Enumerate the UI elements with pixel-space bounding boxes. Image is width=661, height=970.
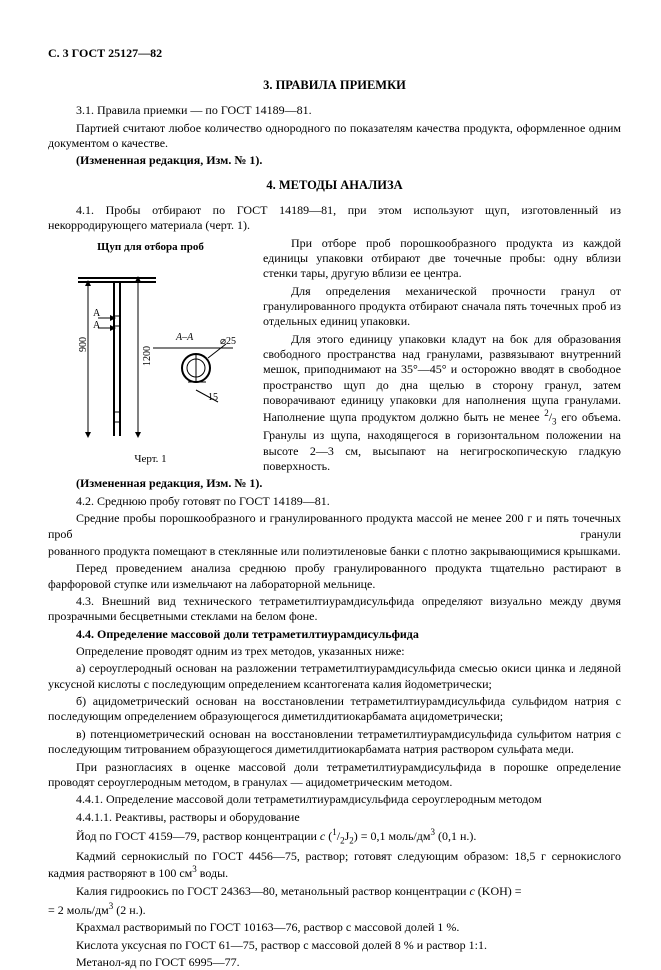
dim-dia: ⌀25 [220,336,236,349]
figure-title: Щуп для отбора проб [48,240,253,254]
reagent-3-cont: = 2 моль/дм3 (2 н.). [48,901,621,918]
para-4-4d: При разногласиях в оценке массовой доли … [48,760,621,791]
para-3-rev: (Измененная редакция, Изм. № 1). [48,153,621,168]
r3c: = 2 моль/дм [48,903,109,917]
page-header: С. 3 ГОСТ 25127—82 [48,46,621,61]
figure-caption: Черт. 1 [48,452,253,466]
reagent-4: Крахмал растворимый по ГОСТ 10163—76, ра… [48,920,621,935]
reagent-1: Йод по ГОСТ 4159—79, раствор концентраци… [48,827,621,847]
after-p1: рованного продукта помещают в стеклянные… [48,544,621,559]
float-p4: (Измененная редакция, Изм. № 1). [48,476,621,491]
r1a: Йод по ГОСТ 4159—79, раствор концентраци… [76,829,320,843]
figure-drawing: 900 1200 А А А–А ⌀25 15 [48,260,253,448]
r2b: воды. [197,866,228,880]
document-page: С. 3 ГОСТ 25127—82 3. ПРАВИЛА ПРИЕМКИ 3.… [0,0,661,936]
r3b: (KOH) = [475,884,522,898]
dim-900: 900 [78,337,91,352]
sect-label: А–А [176,332,193,345]
para-4-4-1: 4.4.1. Определение массовой доли тетраме… [48,792,621,807]
para-4-3: 4.3. Внешний вид технического тетраметил… [48,594,621,625]
frac-num: 2 [544,408,549,418]
reagent-2: Кадмий сернокислый по ГОСТ 4456—75, раст… [48,849,621,882]
para-3-1a: Партией считают любое количество однород… [48,121,621,152]
r1-j2: 2 [349,835,354,845]
r1b: = 0,1 моль/дм [358,829,431,843]
para-4-4-title: 4.4. Определение массовой доли тетрамети… [48,627,621,642]
float-p5: 4.2. Среднюю пробу готовят по ГОСТ 14189… [48,494,621,509]
sect-a-bot: А [93,320,100,333]
float-p6: Средние пробы порошкообразного и гранули… [48,511,621,542]
dim-1200: 1200 [142,346,155,366]
r3a: Калия гидроокись по ГОСТ 24363—80, метан… [76,884,469,898]
sect-a-top: А [93,308,100,321]
dim-15: 15 [208,392,218,405]
para-4-4a: а) сероуглеродный основан на разложении … [48,661,621,692]
para-4-4-lead: Определение проводят одним из трех метод… [48,644,621,659]
after-p2: Перед проведением анализа среднюю пробу … [48,561,621,592]
para-4-4b: б) ацидометрический основан на восстанов… [48,694,621,725]
r2a: Кадмий сернокислый по ГОСТ 4456—75, раст… [48,849,621,880]
section4-title: 4. МЕТОДЫ АНАЛИЗА [48,177,621,193]
para-4-4-1-1: 4.4.1.1. Реактивы, растворы и оборудован… [48,810,621,825]
reagent-3: Калия гидроокись по ГОСТ 24363—80, метан… [48,884,621,899]
reagent-6: Метанол-яд по ГОСТ 6995—77. [48,955,621,970]
r1-half-num: 1 [332,827,337,837]
section3-title: 3. ПРАВИЛА ПРИЕМКИ [48,77,621,93]
reagent-5: Кислота уксусная по ГОСТ 61—75, раствор … [48,938,621,953]
r1c: (0,1 н.). [435,829,476,843]
r3d: (2 н.). [113,903,145,917]
para-4-4c: в) потенциометрический основан на восста… [48,727,621,758]
para-3-1: 3.1. Правила приемки — по ГОСТ 14189—81. [48,103,621,118]
r1-half-den: 2 [340,835,345,845]
para-4-1: 4.1. Пробы отбирают по ГОСТ 14189—81, пр… [48,203,621,234]
figure-probe: Щуп для отбора проб [48,240,253,466]
